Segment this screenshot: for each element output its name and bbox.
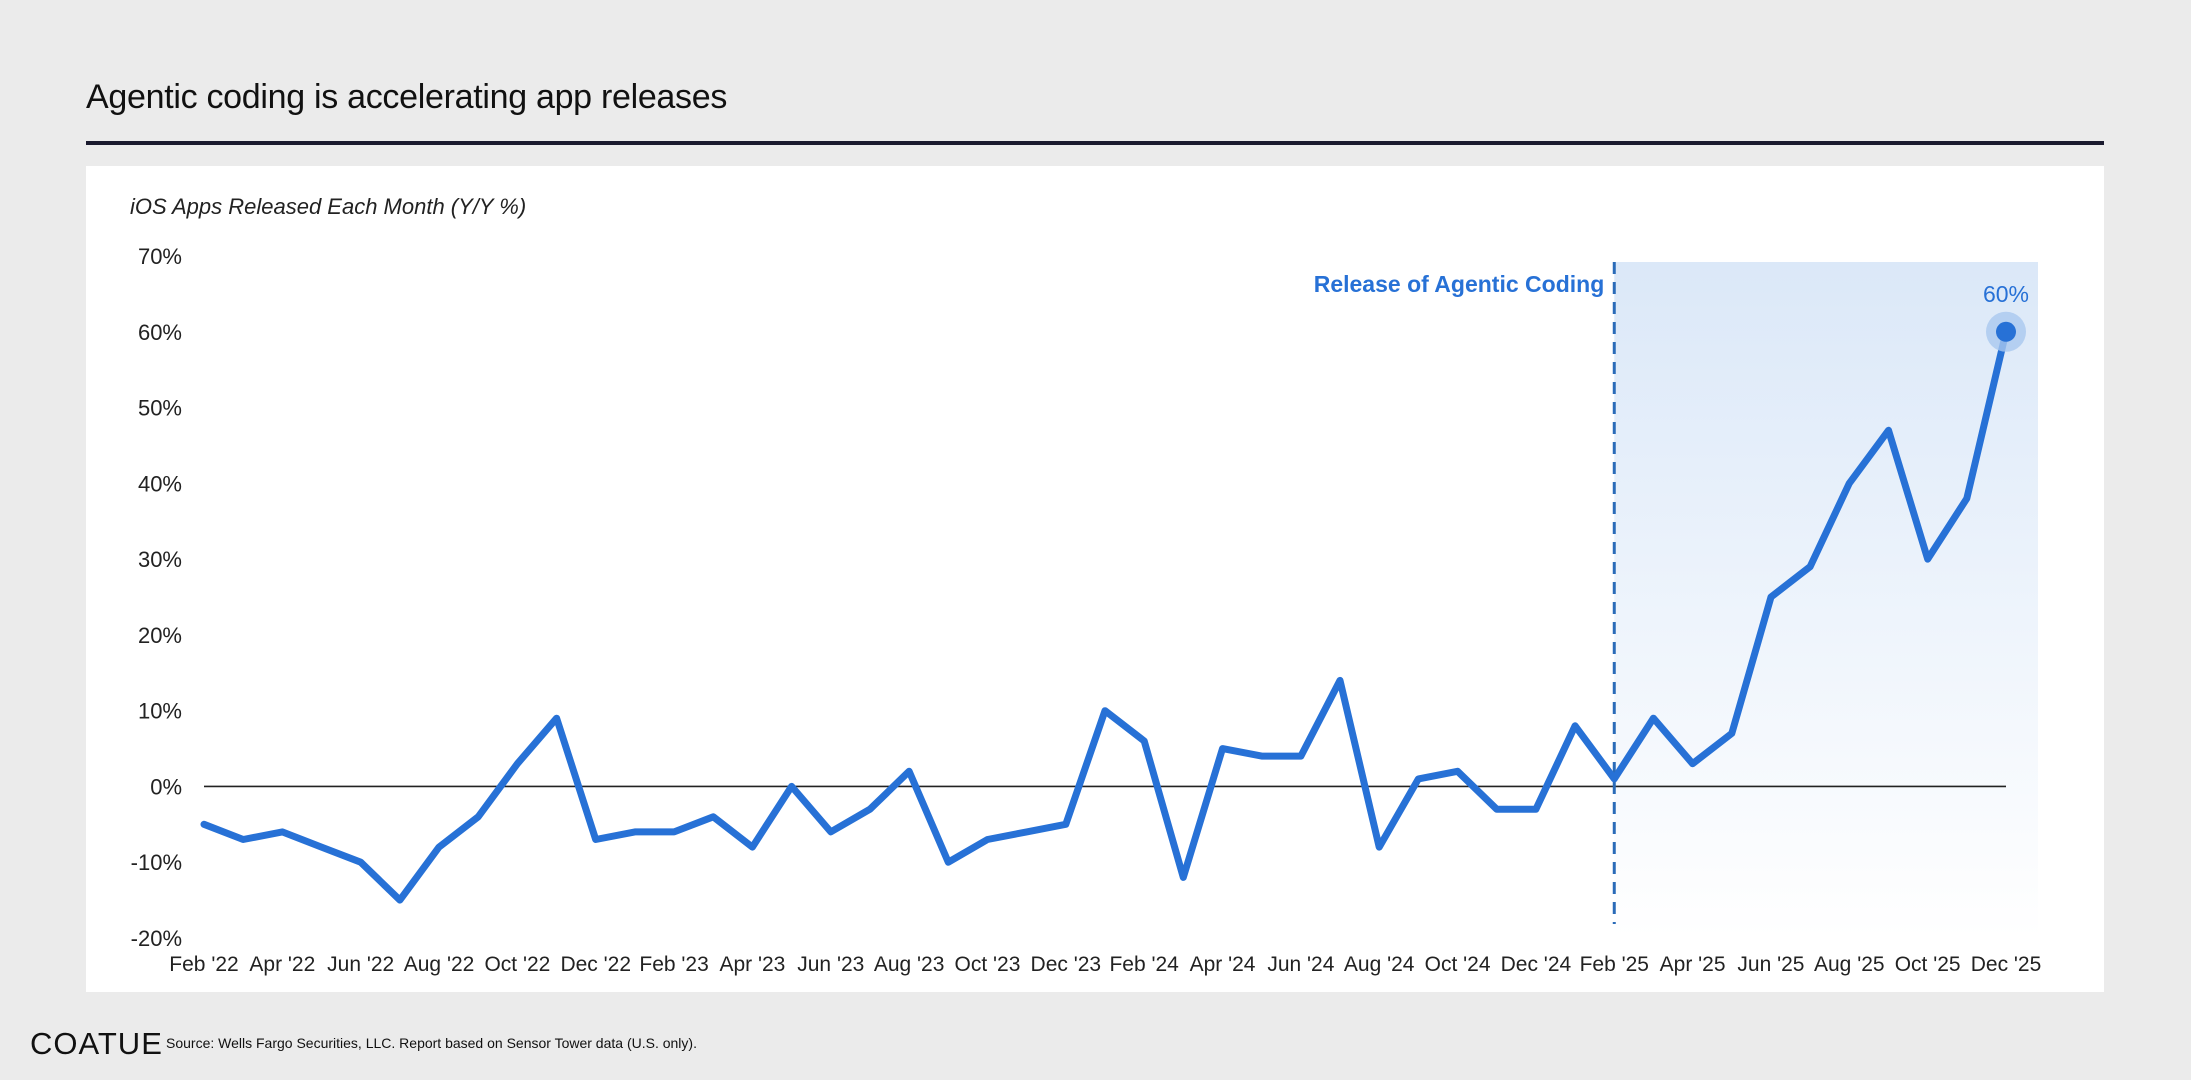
y-tick-label: 30%: [138, 547, 182, 572]
x-tick-label: Aug '25: [1814, 953, 1885, 976]
x-tick-label: Aug '23: [874, 953, 945, 976]
x-tick-label: Oct '23: [955, 953, 1021, 976]
x-tick-label: Dec '22: [560, 953, 631, 976]
x-tick-label: Apr '25: [1660, 953, 1726, 976]
x-tick-label: Apr '24: [1190, 953, 1256, 976]
x-tick-label: Oct '22: [484, 953, 550, 976]
y-tick-label: 70%: [138, 244, 182, 269]
coatue-logo: COATUE: [30, 1026, 163, 1061]
x-tick-label: Aug '24: [1344, 953, 1415, 976]
highlight-value-label: 60%: [1983, 281, 2029, 307]
x-tick-label: Feb '25: [1580, 953, 1649, 976]
title-divider: [86, 141, 2104, 145]
y-tick-label: 60%: [138, 320, 182, 345]
x-tick-label: Jun '22: [327, 953, 394, 976]
chart-title: iOS Apps Released Each Month (Y/Y %): [130, 194, 526, 219]
chart-panel: iOS Apps Released Each Month (Y/Y %) 70%…: [86, 166, 2104, 992]
post-release-shade: [1614, 262, 2038, 938]
x-tick-label: Apr '23: [719, 953, 785, 976]
y-tick-label: 40%: [138, 471, 182, 496]
y-tick-label: 0%: [150, 774, 182, 799]
x-tick-label: Apr '22: [249, 953, 315, 976]
x-tick-label: Jun '23: [797, 953, 864, 976]
x-tick-label: Feb '23: [639, 953, 708, 976]
page-title: Agentic coding is accelerating app relea…: [86, 78, 728, 116]
x-tick-label: Jun '25: [1737, 953, 1804, 976]
line-chart: iOS Apps Released Each Month (Y/Y %) 70%…: [130, 194, 2042, 976]
y-tick-label: 10%: [138, 699, 182, 724]
x-tick-label: Aug '22: [404, 953, 475, 976]
highlight-point: [1996, 321, 2016, 342]
x-tick-label: Feb '22: [169, 953, 238, 976]
y-tick-label: 20%: [138, 623, 182, 648]
x-tick-label: Jun '24: [1267, 953, 1334, 976]
x-tick-label: Dec '25: [1971, 953, 2042, 976]
release-annotation-label: Release of Agentic Coding: [1314, 271, 1605, 297]
x-tick-label: Feb '24: [1109, 953, 1179, 976]
x-tick-label: Oct '24: [1425, 953, 1491, 976]
series-line: [200, 328, 2010, 904]
x-tick-label: Dec '24: [1501, 953, 1572, 976]
x-tick-label: Dec '23: [1031, 953, 1102, 976]
y-tick-label: 50%: [138, 396, 182, 421]
y-tick-label: -20%: [131, 926, 182, 951]
x-tick-label: Oct '25: [1895, 953, 1961, 976]
source-note: Source: Wells Fargo Securities, LLC. Rep…: [166, 1035, 697, 1051]
y-tick-label: -10%: [131, 850, 182, 875]
